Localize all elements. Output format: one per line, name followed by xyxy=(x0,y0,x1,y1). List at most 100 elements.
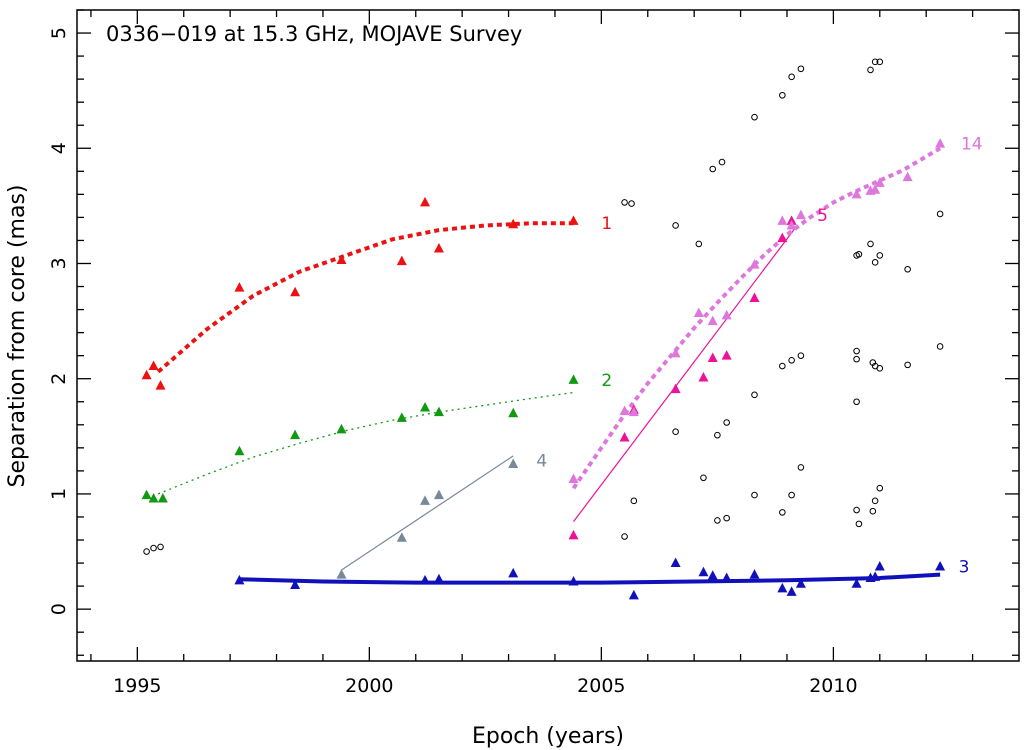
open-circle-point xyxy=(788,356,795,364)
open-circle-point xyxy=(788,73,795,81)
triangle-point-3 xyxy=(290,579,301,589)
y-tick-label: 0 xyxy=(48,603,70,615)
triangle-point-14 xyxy=(795,209,806,220)
triangle-point-5 xyxy=(670,383,681,394)
open-circle-point xyxy=(876,252,884,259)
open-circle-point xyxy=(718,158,726,166)
series-label-14: 14 xyxy=(961,135,983,155)
plot-frame xyxy=(76,9,1020,662)
series-label-3: 3 xyxy=(959,558,970,578)
open-circle-point xyxy=(714,517,721,524)
triangle-point-2 xyxy=(433,406,444,417)
triangle-point-1 xyxy=(396,255,407,266)
axis-tick-labels: 1995 2000 2005 2010 0 1 2 3 4 5 xyxy=(48,27,858,697)
triangle-point-1 xyxy=(433,243,444,253)
triangle-point-2 xyxy=(568,374,579,384)
fit-line-4 xyxy=(341,455,514,571)
triangle-point-3 xyxy=(568,575,579,586)
open-circle-point xyxy=(751,491,758,499)
open-circle-point xyxy=(143,548,150,555)
open-circle-point xyxy=(628,200,635,207)
triangle-point-3 xyxy=(670,557,681,568)
triangle-point-2 xyxy=(234,445,245,456)
open-circle-point xyxy=(853,355,860,363)
fit-line-1 xyxy=(156,221,574,374)
open-circle-point xyxy=(695,240,703,248)
open-circle-point xyxy=(723,419,730,426)
triangle-point-3 xyxy=(777,582,788,593)
open-circle-point xyxy=(855,250,863,258)
open-circle-point xyxy=(709,165,717,173)
triangle-point-4 xyxy=(336,569,347,579)
y-axis-title: Separation from core (mas) xyxy=(5,185,30,488)
triangle-point-14 xyxy=(870,184,881,194)
triangle-point-1 xyxy=(420,196,431,207)
open-circle-point xyxy=(621,533,628,540)
series-label-1: 1 xyxy=(601,214,612,234)
x-tick-label: 1995 xyxy=(113,675,161,697)
triangle-point-14 xyxy=(693,307,704,318)
triangle-point-5 xyxy=(777,232,788,243)
open-circle-point xyxy=(853,398,860,406)
series-label-4: 4 xyxy=(536,452,547,472)
open-circle-point xyxy=(779,362,786,370)
triangle-point-2 xyxy=(290,429,301,440)
series-label-5: 5 xyxy=(817,206,828,226)
open-circle-point xyxy=(150,544,157,552)
triangle-point-2 xyxy=(420,402,431,412)
y-tick-label: 1 xyxy=(48,488,70,500)
triangle-point-14 xyxy=(874,177,885,187)
triangle-point-1 xyxy=(141,369,152,380)
triangle-point-3 xyxy=(508,567,519,578)
open-circle-point xyxy=(723,514,730,522)
triangle-point-3 xyxy=(874,561,885,571)
y-tick-label: 5 xyxy=(48,27,70,39)
open-circle-point xyxy=(855,520,863,528)
open-circle-point xyxy=(157,543,164,551)
triangle-point-3 xyxy=(698,566,709,577)
open-circle-point xyxy=(867,66,874,74)
triangle-point-1 xyxy=(568,215,579,225)
open-circle-point xyxy=(714,431,721,439)
triangle-point-14 xyxy=(786,219,797,230)
triangle-point-2 xyxy=(396,412,407,422)
triangle-point-3 xyxy=(721,572,732,583)
triangle-point-14 xyxy=(935,138,946,148)
triangle-point-3 xyxy=(935,561,946,571)
open-circle-point xyxy=(853,347,860,355)
fit-line-14 xyxy=(571,146,942,490)
triangle-point-4 xyxy=(396,532,407,542)
triangle-point-14 xyxy=(851,188,862,199)
triangle-point-14 xyxy=(749,259,760,269)
x-tick-label: 2000 xyxy=(345,675,393,697)
triangle-point-2 xyxy=(141,489,152,500)
series-labels: 1 2 3 4 5 14 xyxy=(536,135,982,578)
y-tick-label: 4 xyxy=(48,142,70,154)
triangle-point-3 xyxy=(420,574,431,585)
triangle-point-3 xyxy=(795,578,806,588)
triangle-point-5 xyxy=(749,292,760,303)
open-circle-point xyxy=(779,91,786,99)
triangle-point-14 xyxy=(619,405,630,415)
open-circle-point xyxy=(797,65,805,73)
triangle-point-5 xyxy=(619,431,630,442)
open-circle-point xyxy=(797,352,805,359)
open-circle-point xyxy=(876,484,884,492)
triangle-point-3 xyxy=(851,578,862,588)
open-circle-point xyxy=(630,497,638,505)
fit-line-5 xyxy=(573,226,797,522)
open-circle-point xyxy=(936,343,944,350)
triangle-point-3 xyxy=(786,586,797,596)
open-circle-point xyxy=(871,497,879,505)
open-circle-point xyxy=(871,259,879,266)
fit-line-3 xyxy=(239,572,941,585)
triangle-point-4 xyxy=(508,458,519,468)
triangle-point-5 xyxy=(721,350,732,360)
triangle-point-5 xyxy=(707,352,718,362)
triangle-point-2 xyxy=(148,493,159,503)
triangle-point-2 xyxy=(508,407,519,418)
x-tick-label: 2010 xyxy=(809,675,857,697)
triangle-point-3 xyxy=(628,589,639,600)
triangle-point-14 xyxy=(568,473,579,483)
